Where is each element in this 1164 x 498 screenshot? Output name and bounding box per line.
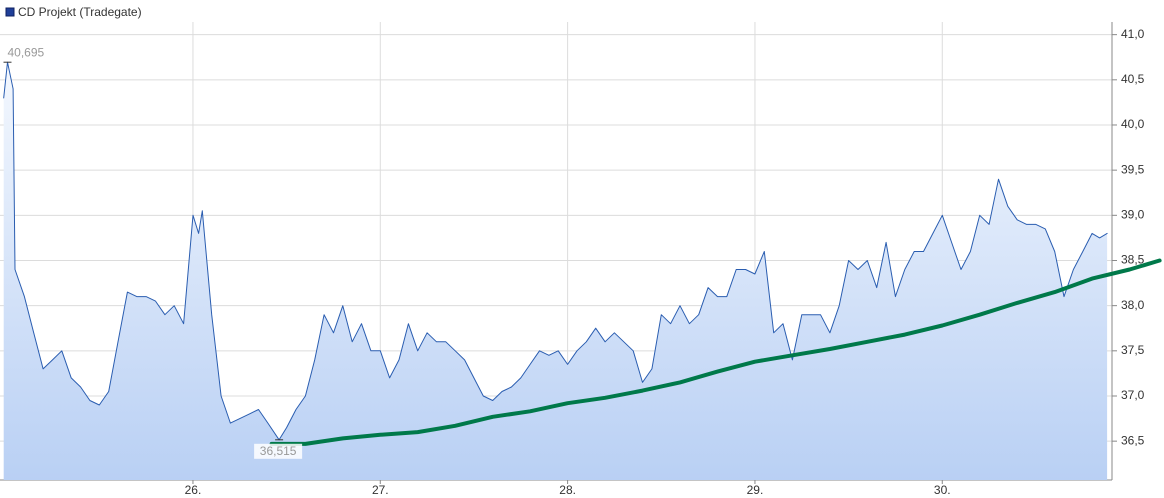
min-label: 36,515 xyxy=(260,444,297,458)
y-tick-label: 40,5 xyxy=(1121,72,1145,86)
price-line xyxy=(3,61,1108,441)
legend-swatch xyxy=(5,7,15,17)
legend-label: CD Projekt (Tradegate) xyxy=(18,5,142,19)
x-tick-label: 30. xyxy=(934,483,951,497)
x-tick-label: 26. xyxy=(185,483,202,497)
y-tick-label: 39,5 xyxy=(1121,162,1145,176)
y-tick-label: 36,5 xyxy=(1121,433,1145,447)
y-tick-label: 38,5 xyxy=(1121,253,1145,267)
y-tick-label: 39,0 xyxy=(1121,207,1145,221)
y-tick-label: 38,0 xyxy=(1121,298,1145,312)
y-tick-label: 37,0 xyxy=(1121,388,1145,402)
max-label: 40,695 xyxy=(7,45,44,59)
area xyxy=(3,62,1108,480)
x-tick-label: 27. xyxy=(372,483,389,497)
x-tick-label: 29. xyxy=(747,483,764,497)
trend-line xyxy=(269,258,1162,446)
y-tick-label: 37,5 xyxy=(1121,343,1145,357)
y-tick-label: 40,0 xyxy=(1121,117,1145,131)
min-label-bg xyxy=(254,443,303,459)
x-tick-label: 28. xyxy=(559,483,576,497)
y-tick-label: 41,0 xyxy=(1121,27,1145,41)
